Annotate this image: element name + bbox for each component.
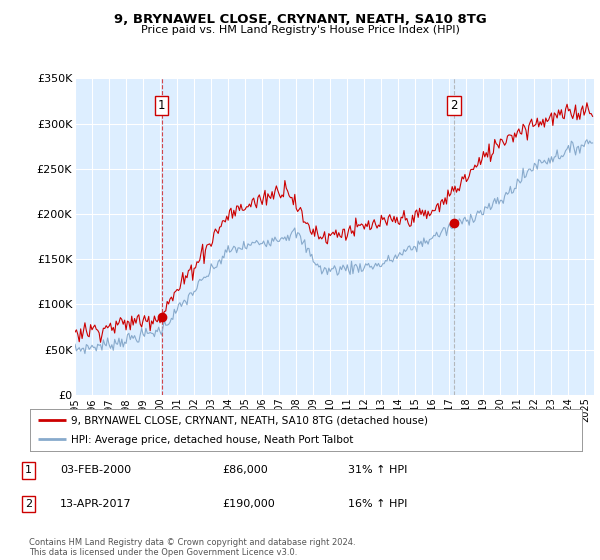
Text: £86,000: £86,000 — [222, 465, 268, 475]
Text: Price paid vs. HM Land Registry's House Price Index (HPI): Price paid vs. HM Land Registry's House … — [140, 25, 460, 35]
Text: 16% ↑ HPI: 16% ↑ HPI — [348, 499, 407, 509]
Text: 03-FEB-2000: 03-FEB-2000 — [60, 465, 131, 475]
Text: HPI: Average price, detached house, Neath Port Talbot: HPI: Average price, detached house, Neat… — [71, 435, 354, 445]
Text: 2: 2 — [450, 99, 458, 112]
Text: 9, BRYNAWEL CLOSE, CRYNANT, NEATH, SA10 8TG: 9, BRYNAWEL CLOSE, CRYNANT, NEATH, SA10 … — [113, 13, 487, 26]
Text: 9, BRYNAWEL CLOSE, CRYNANT, NEATH, SA10 8TG (detached house): 9, BRYNAWEL CLOSE, CRYNANT, NEATH, SA10 … — [71, 416, 428, 426]
Text: 31% ↑ HPI: 31% ↑ HPI — [348, 465, 407, 475]
Text: 2: 2 — [25, 499, 32, 509]
Text: 1: 1 — [158, 99, 166, 112]
Text: £190,000: £190,000 — [222, 499, 275, 509]
Text: Contains HM Land Registry data © Crown copyright and database right 2024.
This d: Contains HM Land Registry data © Crown c… — [29, 538, 355, 557]
Text: 1: 1 — [25, 465, 32, 475]
Text: 13-APR-2017: 13-APR-2017 — [60, 499, 131, 509]
